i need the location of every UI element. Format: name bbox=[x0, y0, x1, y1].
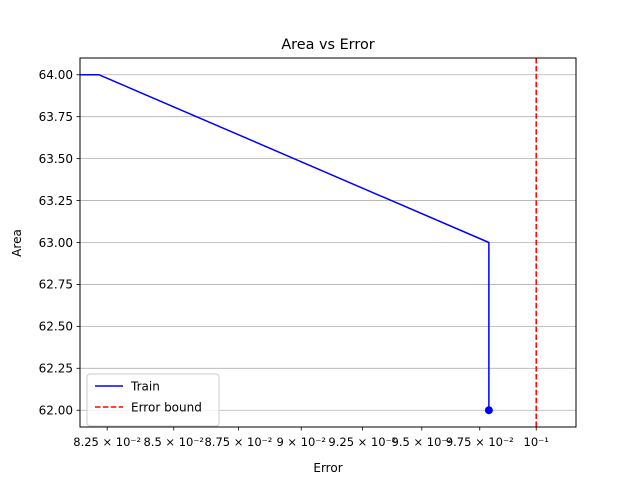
y-axis-label: Area bbox=[10, 229, 24, 257]
x-tick-label: 10⁻¹ bbox=[524, 435, 549, 449]
y-tick-label: 63.25 bbox=[39, 194, 73, 208]
y-tick-label: 63.00 bbox=[39, 236, 73, 250]
legend-label: Error bound bbox=[131, 400, 202, 414]
x-tick-label: 9 × 10⁻² bbox=[276, 435, 326, 449]
train-end-marker bbox=[484, 406, 493, 415]
x-tick-label: 8.75 × 10⁻² bbox=[204, 435, 272, 449]
x-tick-label: 9.75 × 10⁻² bbox=[446, 435, 514, 449]
legend-box bbox=[86, 373, 220, 427]
y-tick-label: 62.50 bbox=[39, 320, 73, 334]
y-tick-label: 63.75 bbox=[39, 110, 73, 124]
y-tick-label: 64.00 bbox=[39, 68, 73, 82]
train-series-line bbox=[80, 74, 490, 411]
y-tick-label: 62.25 bbox=[39, 362, 73, 376]
data-layer bbox=[80, 58, 537, 427]
y-tick-label: 62.00 bbox=[39, 404, 73, 418]
x-axis-label: Error bbox=[313, 461, 342, 475]
tick-layer: 62.00 62.25 62.50 62.75 63.00 63.25 63.50 63.75… bbox=[39, 68, 549, 449]
x-tick-label: 8.5 × 10⁻² bbox=[143, 435, 204, 449]
y-tick-label: 63.50 bbox=[39, 152, 73, 166]
x-tick-label: 9.25 × 10⁻² bbox=[328, 435, 396, 449]
legend-label: Train bbox=[130, 379, 160, 393]
legend: Train Error bound bbox=[86, 373, 220, 427]
y-tick-label: 62.75 bbox=[39, 278, 73, 292]
x-tick-label: 8.25 × 10⁻² bbox=[73, 435, 141, 449]
chart-title: Area vs Error bbox=[281, 37, 374, 53]
x-tick-label: 9.5 × 10⁻² bbox=[392, 435, 453, 449]
